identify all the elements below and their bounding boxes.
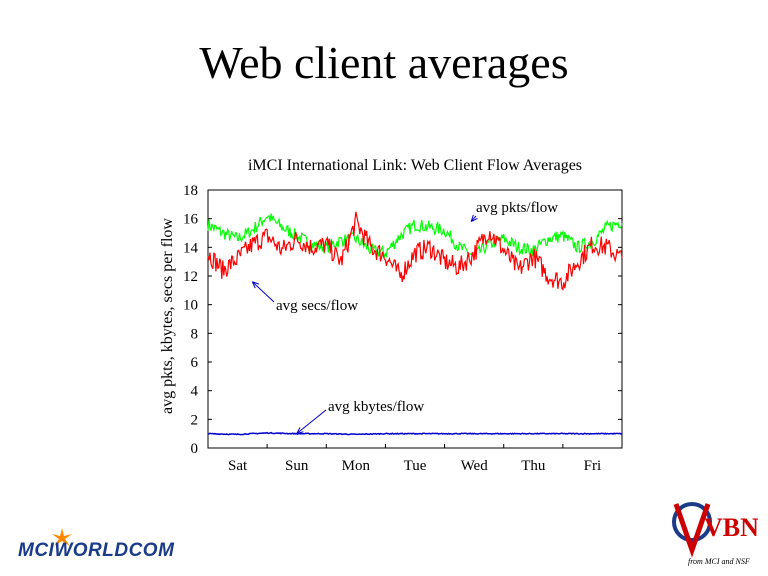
series-layer (207, 211, 623, 436)
series-pkts (207, 213, 623, 260)
y-tick-label: 10 (183, 298, 198, 314)
x-tick-label: Wed (461, 458, 489, 474)
annotation-arrow (296, 409, 327, 435)
series-kbytes (207, 431, 623, 436)
y-axis-label: avg pkts, kbytes, secs per flow (159, 218, 176, 414)
chart-title: iMCI International Link: Web Client Flow… (248, 157, 582, 174)
y-tick-label: 8 (191, 326, 199, 342)
y-tick-label: 14 (183, 240, 199, 256)
y-axis: 0 2 4 6 8 10 12 14 16 18 (183, 183, 622, 457)
x-tick-label: Thu (521, 458, 546, 474)
vbns-logo-text: VBNS (704, 513, 758, 542)
annotation-label: avg pkts/flow (476, 200, 558, 216)
slide-title: Web client averages (199, 37, 569, 88)
y-tick-label: 4 (191, 384, 199, 400)
x-tick-label: Mon (342, 458, 371, 474)
y-tick-label: 18 (183, 183, 198, 199)
y-tick-label: 6 (191, 355, 199, 371)
y-tick-label: 16 (183, 212, 199, 228)
x-tick-label: Tue (404, 458, 427, 474)
x-tick-label: Sun (285, 458, 309, 474)
mciworldcom-logo-text: MCIWORLDCOM (18, 540, 175, 561)
plot-frame (207, 189, 623, 449)
x-axis: Sat Sun Mon Tue Wed Thu Fri (207, 444, 602, 474)
annotation-label: avg kbytes/flow (328, 399, 424, 415)
annotation-arrowhead (296, 427, 304, 435)
annotation-arrowhead (251, 281, 260, 289)
y-tick-label: 0 (191, 441, 199, 457)
x-tick-label: Fri (584, 458, 602, 474)
vbns-logo: VBNS (668, 492, 768, 572)
mciworldcom-logo (14, 526, 214, 566)
series-secs (207, 211, 623, 291)
x-tick-label: Sat (228, 458, 248, 474)
annotation-arrowhead (470, 214, 478, 222)
y-tick-label: 2 (191, 412, 199, 428)
annotation-label: avg secs/flow (276, 298, 358, 314)
y-tick-label: 12 (183, 269, 198, 285)
annotations: avg pkts/flow avg secs/flow avg kbytes/flo… (251, 200, 558, 435)
annotation-arrow (252, 281, 275, 303)
vbns-tagline: from MCI and NSF (688, 557, 750, 566)
